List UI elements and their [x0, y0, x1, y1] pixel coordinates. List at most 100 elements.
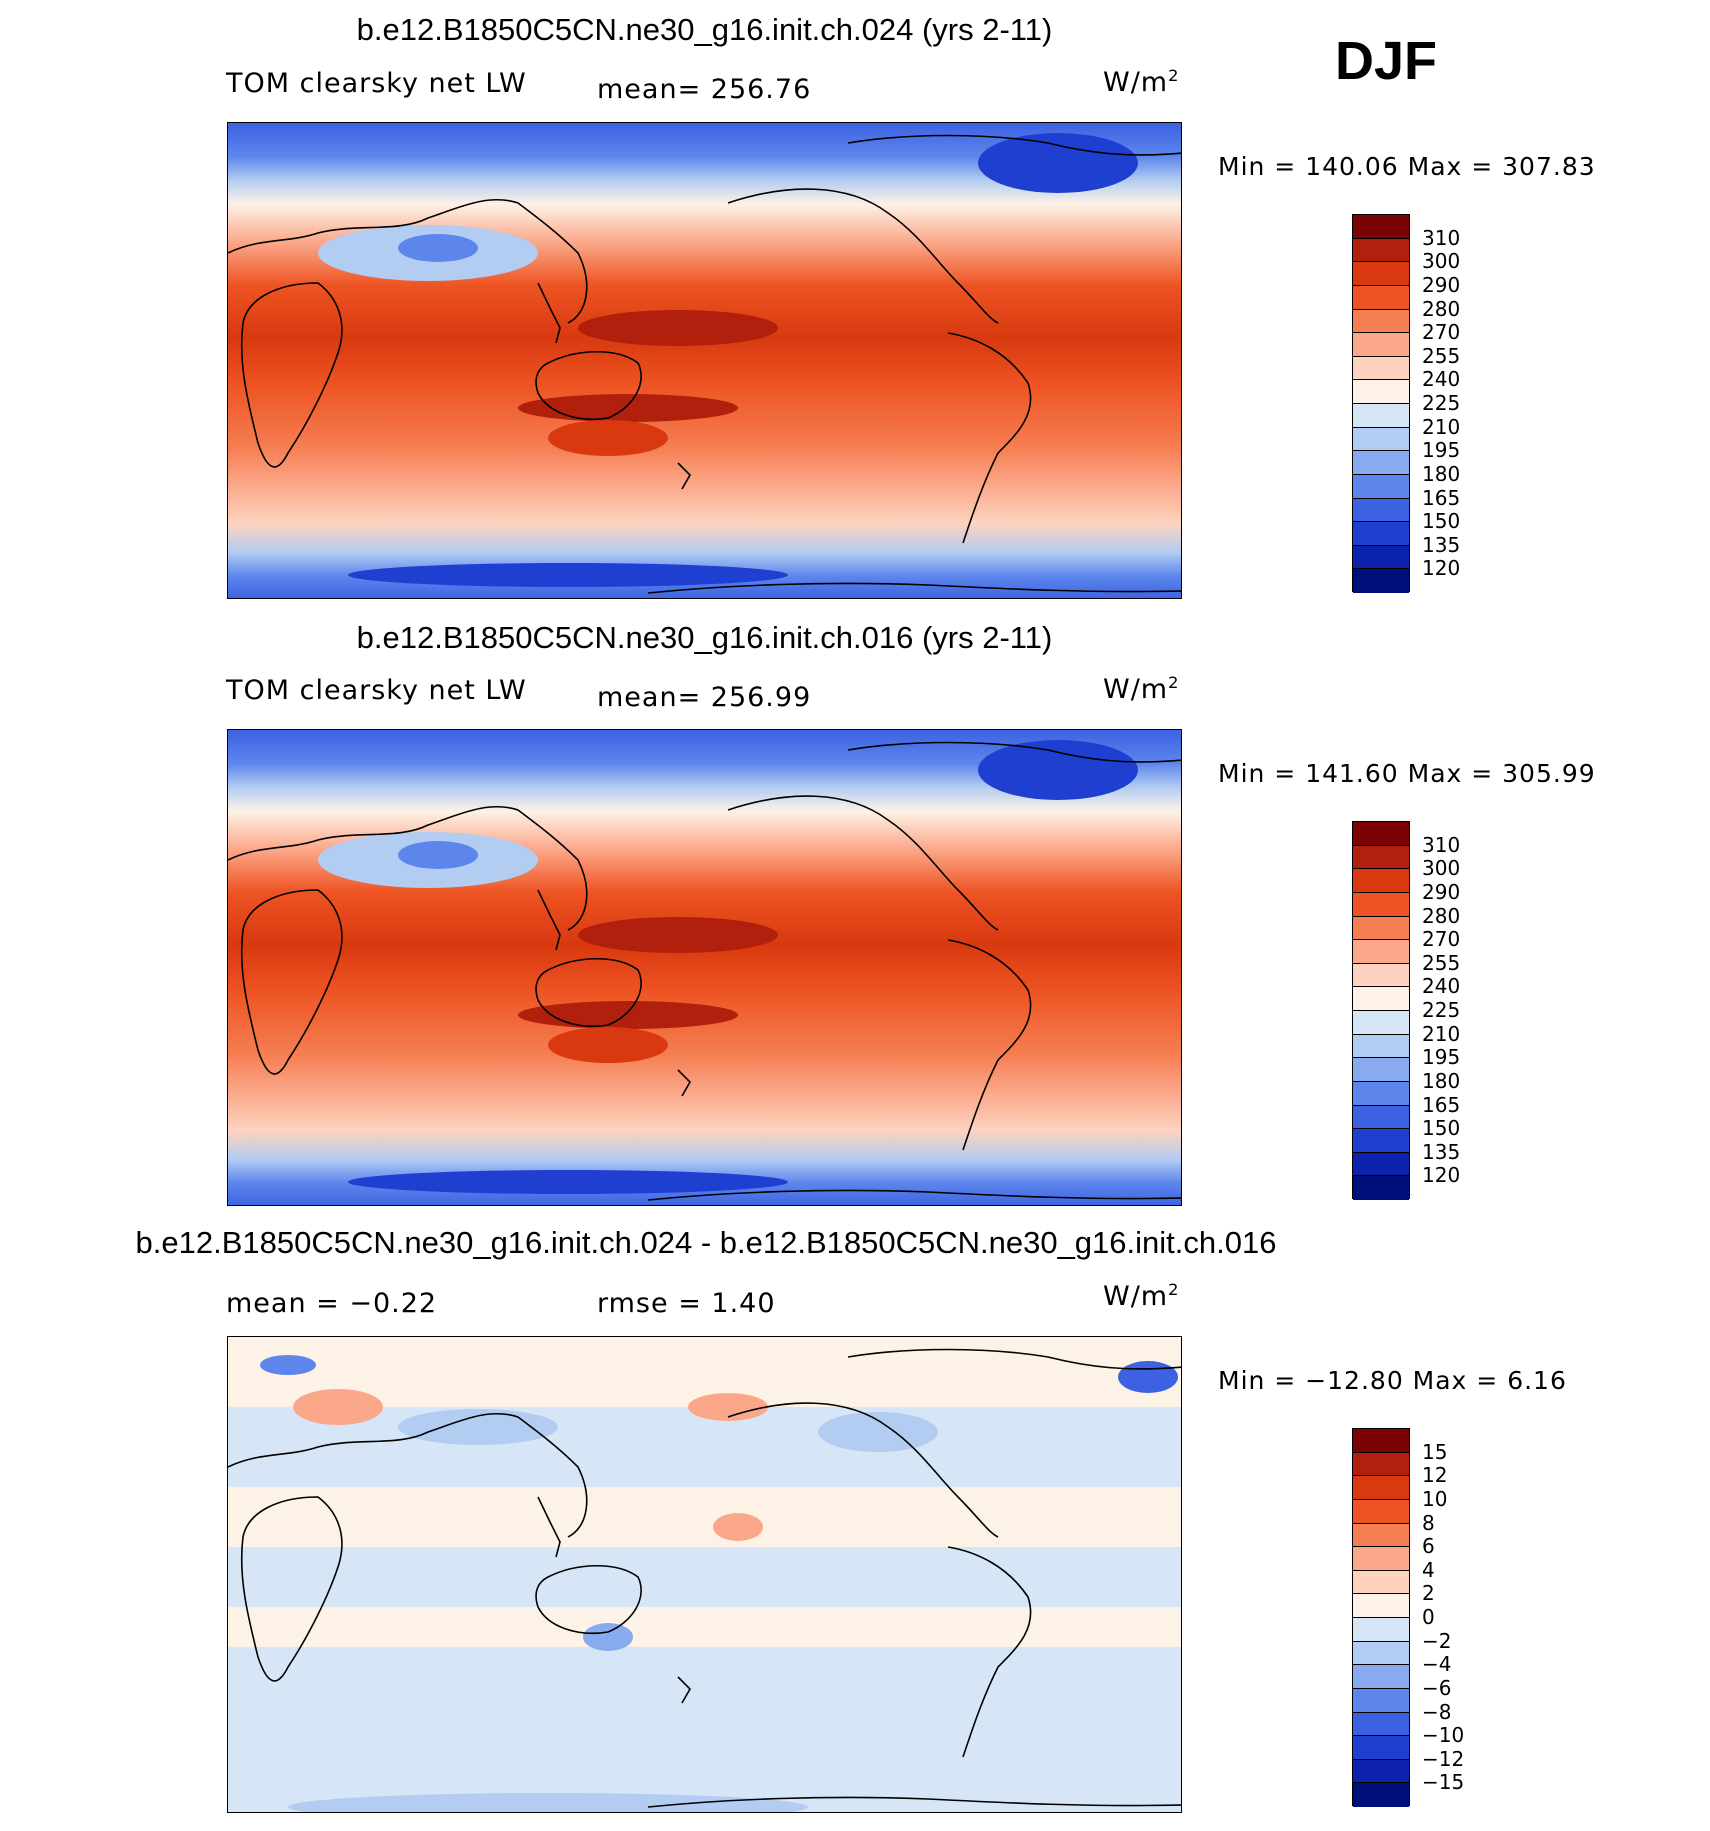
- colorbar-box: [1353, 822, 1409, 846]
- colorbar-box: [1353, 404, 1409, 428]
- panel-3-minmax: Min = −12.80 Max = 6.16: [1218, 1366, 1567, 1395]
- colorbar-box: [1353, 1452, 1409, 1477]
- colorbar-box: [1353, 1429, 1409, 1453]
- colorbar-tick-label: 280: [1422, 296, 1461, 321]
- colorbar-box: [1353, 356, 1409, 381]
- colorbar-tick-label: 195: [1422, 1045, 1461, 1070]
- panel-3-mean-label: mean = −0.22: [226, 1288, 438, 1319]
- colorbar-tick-label: 300: [1422, 856, 1461, 881]
- colorbar-tick-label: 225: [1422, 391, 1461, 415]
- colorbar-box: [1353, 916, 1409, 941]
- colorbar-box: [1353, 427, 1409, 452]
- colorbar-box: [1353, 1618, 1409, 1642]
- colorbar-tick-label: 310: [1422, 832, 1461, 857]
- colorbar-box: [1353, 1105, 1409, 1130]
- colorbar-tick-label: −4: [1422, 1652, 1452, 1677]
- colorbar-tick-label: 150: [1422, 1116, 1461, 1141]
- season-label: DJF: [1335, 31, 1438, 91]
- panel-2-units-label: W/m2: [1103, 673, 1180, 705]
- colorbar-box: [1353, 845, 1409, 870]
- colorbar-tick-label: 165: [1422, 485, 1461, 510]
- panel-2-map-svg: [228, 730, 1181, 1205]
- colorbar-tick-label: 300: [1422, 249, 1461, 274]
- colorbar-box: [1353, 380, 1409, 404]
- panel-3-colorbar: [1352, 1428, 1410, 1807]
- colorbar-tick-label: 210: [1422, 1021, 1461, 1046]
- colorbar-box: [1353, 1081, 1409, 1106]
- colorbar-tick-label: 10: [1422, 1486, 1448, 1511]
- panel-1-variable-label: TOM clearsky net LW: [226, 68, 527, 99]
- colorbar-box: [1353, 963, 1409, 988]
- colorbar-box: [1353, 522, 1409, 546]
- colorbar-tick-label: −15: [1422, 1770, 1465, 1795]
- colorbar-box: [1353, 892, 1409, 917]
- colorbar-box: [1353, 1594, 1409, 1618]
- colorbar-box: [1353, 1641, 1409, 1666]
- colorbar-tick-label: −2: [1422, 1628, 1452, 1653]
- colorbar-tick-label: 2: [1422, 1581, 1435, 1606]
- colorbar-box: [1353, 569, 1409, 593]
- colorbar-box: [1353, 1736, 1409, 1760]
- colorbar-box: [1353, 1523, 1409, 1548]
- colorbar-box: [1353, 309, 1409, 334]
- colorbar-box: [1353, 1476, 1409, 1500]
- colorbar-tick-label: 290: [1422, 879, 1461, 904]
- colorbar-box: [1353, 1058, 1409, 1082]
- colorbar-box: [1353, 498, 1409, 523]
- colorbar-tick-label: 290: [1422, 272, 1461, 297]
- panel-2-colorbar: [1352, 821, 1410, 1200]
- colorbar-tick-label: −12: [1422, 1746, 1465, 1771]
- colorbar-box: [1353, 1759, 1409, 1784]
- colorbar-tick-label: 6: [1422, 1534, 1435, 1559]
- colorbar-box: [1353, 1499, 1409, 1524]
- colorbar-box: [1353, 1547, 1409, 1571]
- colorbar-tick-label: 180: [1422, 1068, 1461, 1093]
- panel-2-minmax: Min = 141.60 Max = 305.99: [1218, 759, 1596, 788]
- colorbar-box: [1353, 1665, 1409, 1689]
- panel-3-map-svg: [228, 1337, 1181, 1812]
- colorbar-tick-label: 0: [1422, 1605, 1435, 1629]
- colorbar-box: [1353, 238, 1409, 263]
- colorbar-tick-label: 240: [1422, 974, 1461, 999]
- colorbar-tick-label: 135: [1422, 1139, 1461, 1164]
- colorbar-tick-label: 255: [1422, 950, 1461, 975]
- colorbar-tick-label: 165: [1422, 1092, 1461, 1117]
- panel-3-rmse-label: rmse = 1.40: [597, 1288, 776, 1319]
- colorbar-box: [1353, 474, 1409, 499]
- colorbar-tick-label: 270: [1422, 320, 1461, 345]
- colorbar-tick-label: 15: [1422, 1439, 1448, 1464]
- colorbar-tick-label: −6: [1422, 1675, 1452, 1700]
- panel-2-mean-label: mean= 256.99: [597, 682, 812, 713]
- colorbar-box: [1353, 940, 1409, 964]
- panel-1-map: [227, 122, 1182, 599]
- panel-2-variable-label: TOM clearsky net LW: [226, 675, 527, 706]
- colorbar-tick-label: 310: [1422, 225, 1461, 250]
- colorbar-box: [1353, 869, 1409, 893]
- colorbar-box: [1353, 262, 1409, 286]
- panel-1-mean-label: mean= 256.76: [597, 74, 812, 105]
- colorbar-tick-label: 195: [1422, 438, 1461, 463]
- panel-3-units-label: W/m2: [1103, 1280, 1180, 1312]
- colorbar-box: [1353, 1570, 1409, 1595]
- colorbar-box: [1353, 285, 1409, 310]
- colorbar-tick-label: 240: [1422, 367, 1461, 392]
- colorbar-tick-label: 255: [1422, 343, 1461, 368]
- colorbar-box: [1353, 1783, 1409, 1807]
- panel-1-title: b.e12.B1850C5CN.ne30_g16.init.ch.024 (yr…: [356, 12, 1053, 47]
- colorbar-tick-label: 135: [1422, 532, 1461, 557]
- panel-1-minmax: Min = 140.06 Max = 307.83: [1218, 152, 1596, 181]
- colorbar-box: [1353, 987, 1409, 1011]
- panel-2-map: [227, 729, 1182, 1206]
- colorbar-tick-label: 120: [1422, 556, 1461, 581]
- colorbar-box: [1353, 1176, 1409, 1200]
- colorbar-tick-label: 12: [1422, 1463, 1448, 1488]
- colorbar-box: [1353, 1712, 1409, 1737]
- colorbar-tick-label: 280: [1422, 903, 1461, 928]
- colorbar-tick-label: 180: [1422, 461, 1461, 486]
- colorbar-box: [1353, 1152, 1409, 1177]
- colorbar-box: [1353, 545, 1409, 570]
- colorbar-tick-label: 225: [1422, 998, 1461, 1022]
- colorbar-box: [1353, 1688, 1409, 1713]
- colorbar-tick-label: −10: [1422, 1723, 1465, 1748]
- colorbar-box: [1353, 1034, 1409, 1059]
